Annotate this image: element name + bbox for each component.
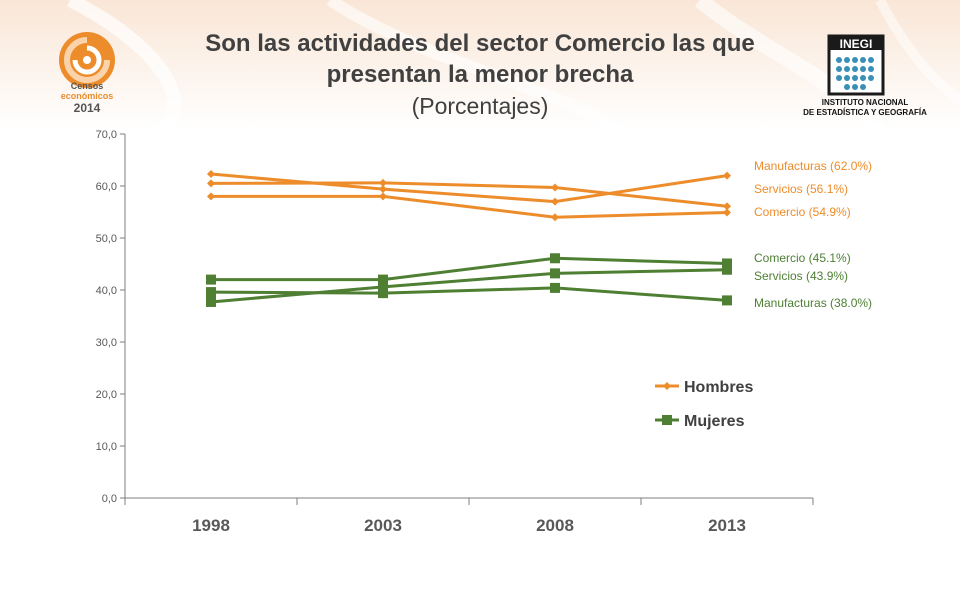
data-point — [206, 274, 216, 285]
inegi-line1: INSTITUTO NACIONAL — [821, 98, 909, 107]
data-point — [550, 253, 560, 264]
data-point — [206, 287, 216, 298]
series-label: Comercio (45.1%) — [754, 251, 851, 265]
series-line — [210, 286, 728, 302]
series-label: Manufacturas (62.0%) — [754, 159, 872, 173]
data-point — [722, 295, 732, 306]
y-tick-label: 60,0 — [96, 181, 117, 193]
data-point — [722, 258, 732, 269]
data-point — [722, 264, 732, 275]
series-label: Comercio (54.9%) — [754, 205, 851, 219]
series-line — [211, 256, 728, 282]
data-point — [550, 268, 560, 279]
legend-label: Hombres — [684, 379, 753, 396]
y-tick-label: 70,0 — [96, 129, 117, 141]
data-point — [378, 288, 388, 299]
x-tick-label: 2008 — [536, 516, 574, 535]
series-label: Servicios (43.9%) — [754, 269, 848, 283]
y-tick-label: 50,0 — [96, 233, 117, 245]
legend-label: Mujeres — [684, 413, 745, 430]
data-point — [379, 178, 387, 187]
data-point — [551, 183, 559, 192]
series-label: Servicios (56.1%) — [754, 182, 848, 196]
x-tick-label: 2003 — [364, 516, 402, 535]
series-label: Manufacturas (38.0%) — [754, 296, 872, 310]
inegi-line2: DE ESTADÍSTICA Y GEOGRAFÍA — [803, 108, 927, 117]
y-tick-label: 10,0 — [96, 441, 117, 453]
censos-word2: económicos — [60, 91, 114, 101]
censos-word1: Censos — [70, 81, 104, 91]
series-line — [210, 268, 728, 304]
header-background — [0, 0, 960, 130]
y-tick-label: 0,0 — [102, 493, 117, 505]
data-point — [551, 197, 559, 206]
data-point — [379, 185, 387, 194]
chart-title-line1: Son las actividades del sector Comercio … — [205, 30, 755, 57]
inegi-emblem-icon: INEGI — [827, 34, 885, 96]
data-point — [207, 179, 215, 188]
y-tick-label: 20,0 — [96, 389, 117, 401]
data-point — [207, 192, 215, 201]
y-tick-label: 30,0 — [96, 337, 117, 349]
y-tick-label: 40,0 — [96, 285, 117, 297]
chart-subtitle: (Porcentajes) — [411, 93, 549, 119]
censos-year: 2014 — [73, 101, 101, 115]
legend-marker — [662, 415, 672, 425]
series-line — [210, 181, 728, 208]
data-point — [723, 202, 731, 211]
data-point — [379, 192, 387, 201]
censos-swirl-icon — [59, 32, 115, 88]
data-point — [551, 213, 559, 222]
data-point — [723, 171, 731, 180]
data-point — [378, 281, 388, 292]
legend-marker — [663, 382, 671, 390]
series-line — [211, 194, 728, 219]
data-point — [206, 296, 216, 307]
data-point — [550, 282, 560, 293]
x-tick-label: 1998 — [192, 516, 230, 535]
inegi-wordmark: INEGI — [840, 37, 873, 51]
series-line — [210, 172, 728, 204]
data-point — [378, 274, 388, 285]
x-tick-label: 2013 — [708, 516, 746, 535]
inegi-logo: INEGI INSTITUTO NACIONAL DE ESTADÍSTICA … — [790, 34, 940, 124]
data-point — [723, 208, 731, 217]
data-point — [207, 170, 215, 179]
chart-title-line2: presentan la menor brecha — [326, 61, 634, 88]
censos-logo: Censos económicos 2014 — [52, 30, 122, 120]
